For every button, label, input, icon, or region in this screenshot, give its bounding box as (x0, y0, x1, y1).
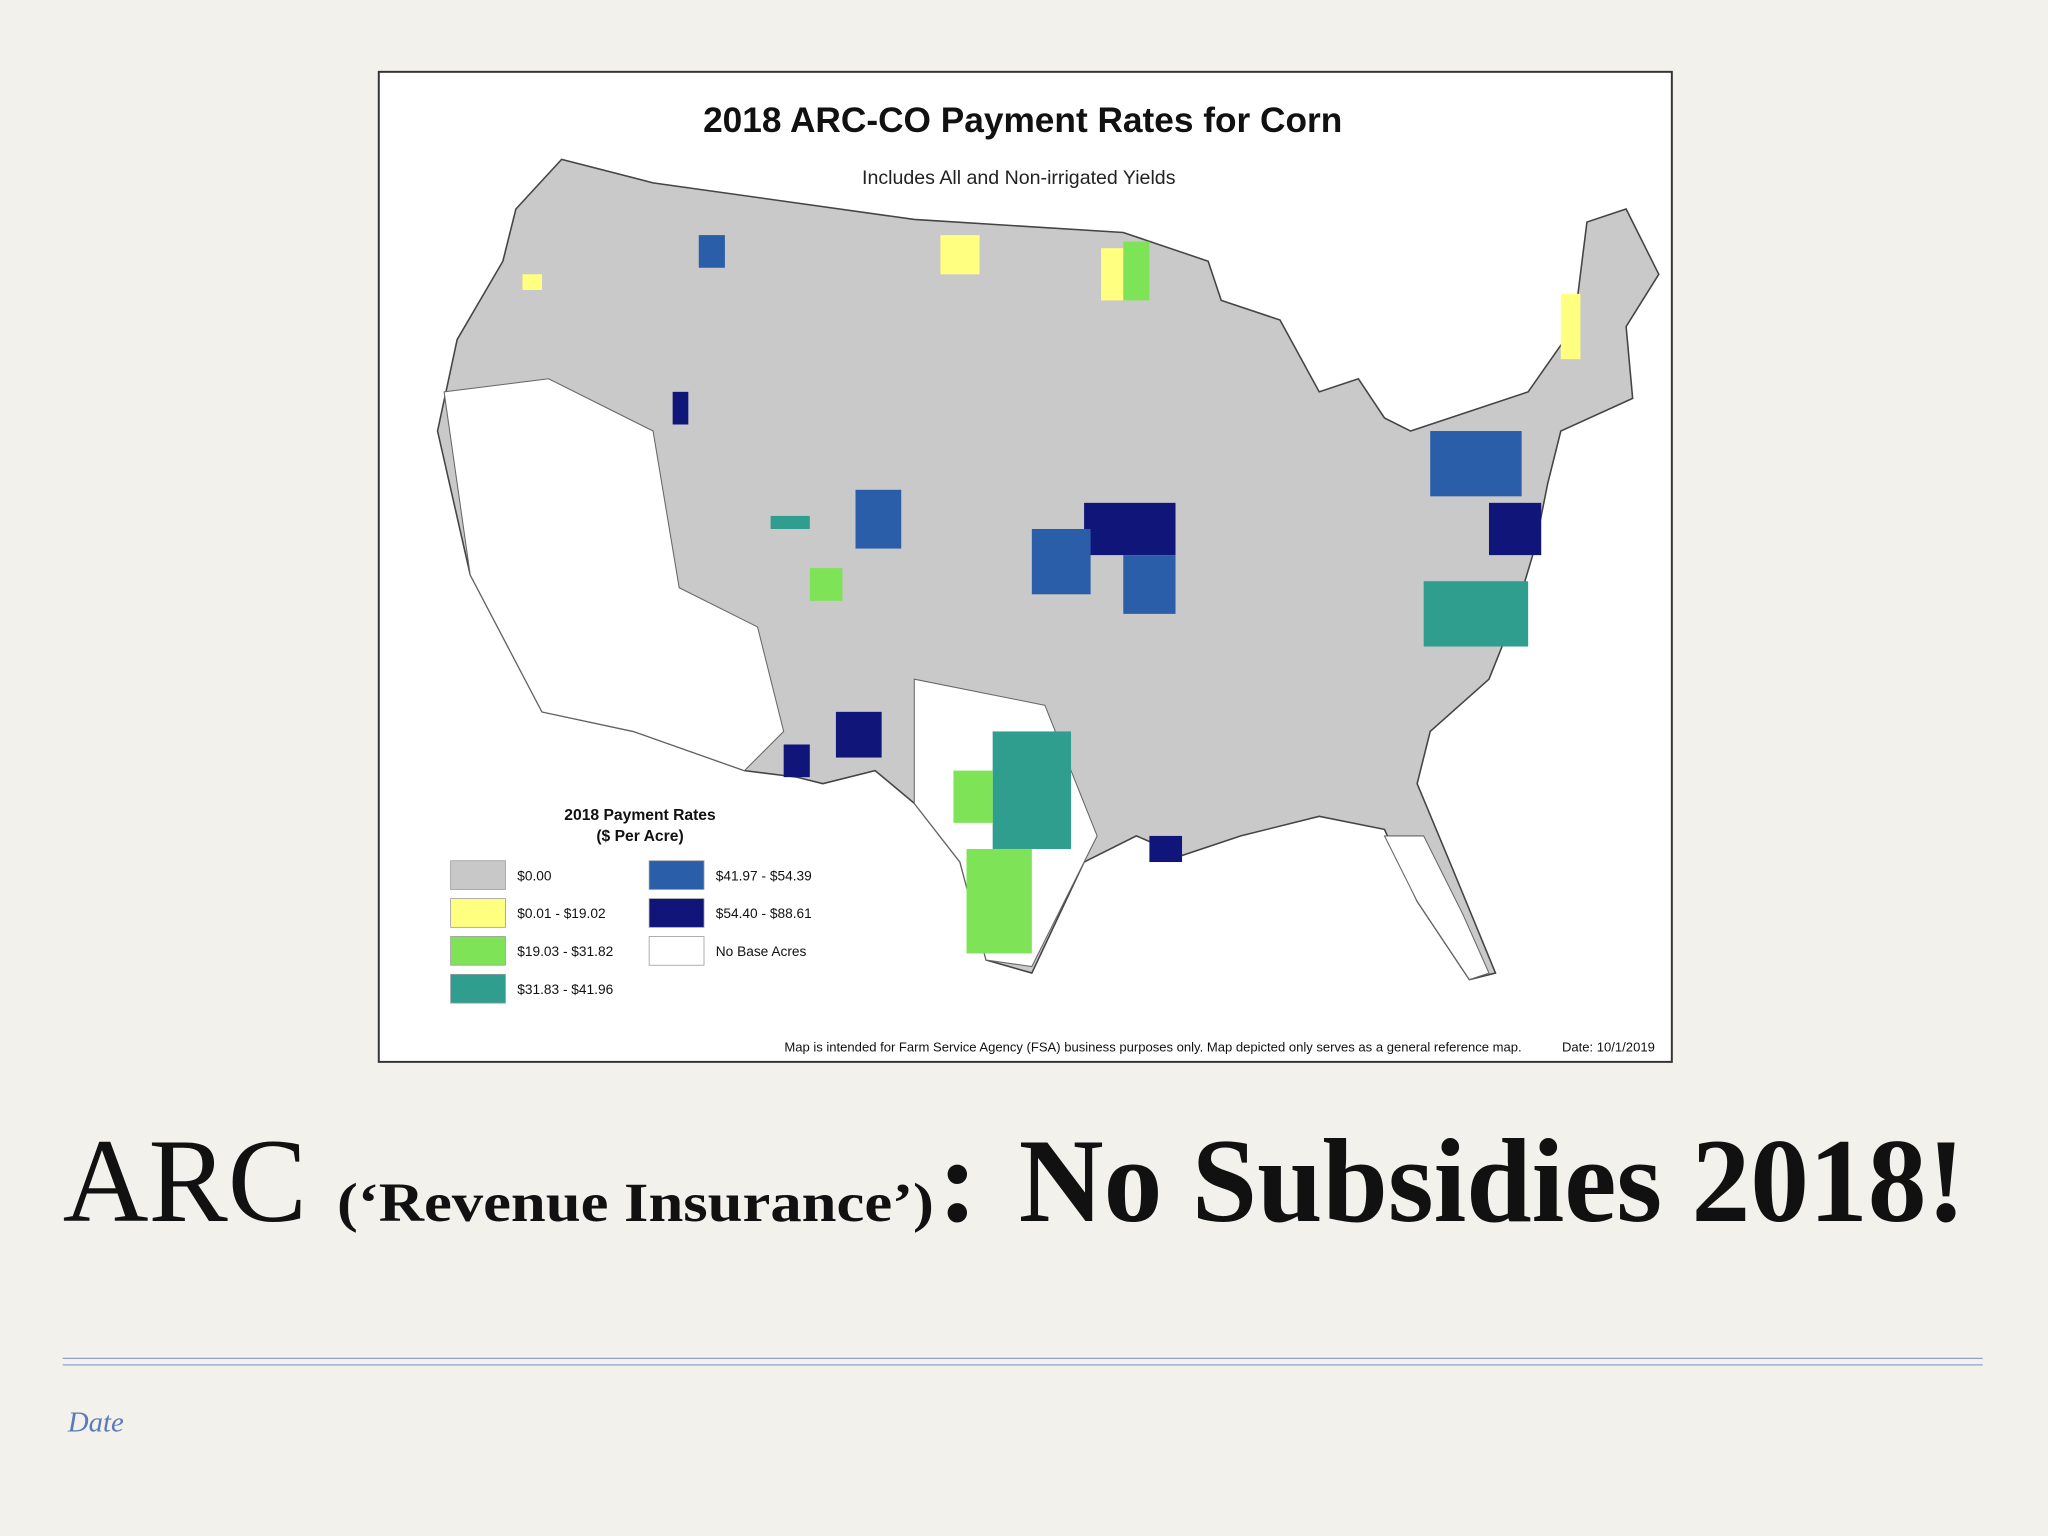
map-title: 2018 ARC-CO Payment Rates for Corn (703, 101, 1342, 140)
map-figure: 2018 ARC-CO Payment Rates for Corn Inclu… (377, 70, 1673, 1063)
map-footnote: Map is intended for Farm Service Agency … (784, 1039, 1521, 1054)
legend: 2018 Payment Rates ($ Per Acre) $0.00 $0.… (450, 807, 812, 1004)
legend-title: 2018 Payment Rates (564, 807, 716, 824)
legend-label: $19.03 - $31.82 (517, 944, 613, 959)
legend-label: $0.01 - $19.02 (517, 906, 605, 921)
legend-swatch (450, 860, 506, 890)
us-map (436, 158, 1660, 981)
map-subtitle: Includes All and Non-irrigated Yields (862, 167, 1176, 189)
no-base-florida (1383, 835, 1490, 981)
legend-label: $54.40 - $88.61 (716, 906, 812, 921)
title-tail: No Subsidies 2018! (1019, 1114, 1966, 1247)
legend-swatch (450, 936, 506, 966)
legend-label: No Base Acres (716, 944, 807, 959)
legend-swatch (648, 936, 705, 966)
title-colon: : (938, 1114, 978, 1247)
legend-label: $41.97 - $54.39 (716, 868, 812, 883)
legend-label: $31.83 - $41.96 (517, 982, 613, 997)
title-main: ARC (63, 1114, 307, 1247)
title-aside: (‘Revenue Insurance’) (337, 1172, 934, 1233)
footer-date: Date (67, 1407, 124, 1439)
no-base-west (443, 378, 785, 772)
legend-title: ($ Per Acre) (596, 828, 683, 845)
legend-swatch (648, 898, 705, 928)
county-patches (522, 235, 1581, 954)
legend-swatch (648, 860, 705, 890)
legend-swatch (450, 898, 506, 928)
slide-title: ARC (‘Revenue Insurance’) : No Subsidies… (63, 1114, 1966, 1247)
legend-swatch (450, 973, 506, 1004)
map-date: Date: 10/1/2019 (1562, 1039, 1655, 1054)
legend-label: $0.00 (517, 868, 552, 883)
